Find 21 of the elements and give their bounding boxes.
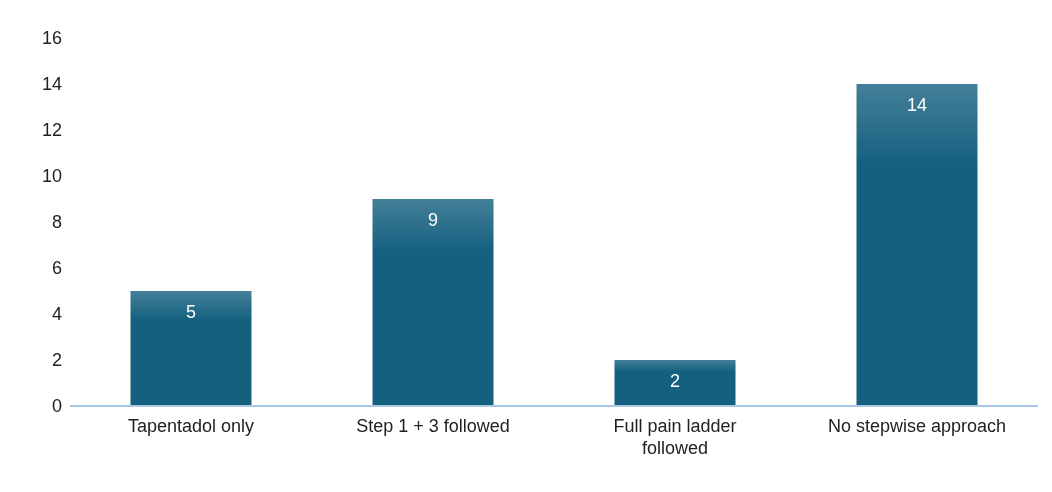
data-label: 5	[185, 301, 197, 322]
data-label: 9	[427, 209, 439, 230]
y-tick-label: 4	[51, 304, 62, 325]
x-tick-label: Full pain ladder followed	[613, 416, 737, 458]
y-tick-label: 2	[51, 350, 62, 371]
bar	[856, 84, 978, 406]
data-label: 2	[669, 370, 681, 391]
x-tick-label: Tapentadol only	[127, 416, 255, 436]
bar	[614, 360, 736, 406]
y-tick-label: 10	[41, 166, 62, 187]
y-tick-label: 0	[51, 396, 62, 417]
x-tick-label: No stepwise approach	[827, 416, 1007, 436]
y-tick-label: 6	[51, 258, 62, 279]
bar	[372, 199, 494, 406]
bar	[130, 291, 252, 406]
data-label: 14	[906, 94, 928, 115]
x-tick-label: Step 1 + 3 followed	[356, 416, 510, 436]
y-tick-label: 8	[51, 212, 62, 233]
y-tick-label: 16	[41, 28, 62, 49]
y-tick-label: 12	[41, 120, 62, 141]
y-tick-label: 14	[41, 74, 62, 95]
